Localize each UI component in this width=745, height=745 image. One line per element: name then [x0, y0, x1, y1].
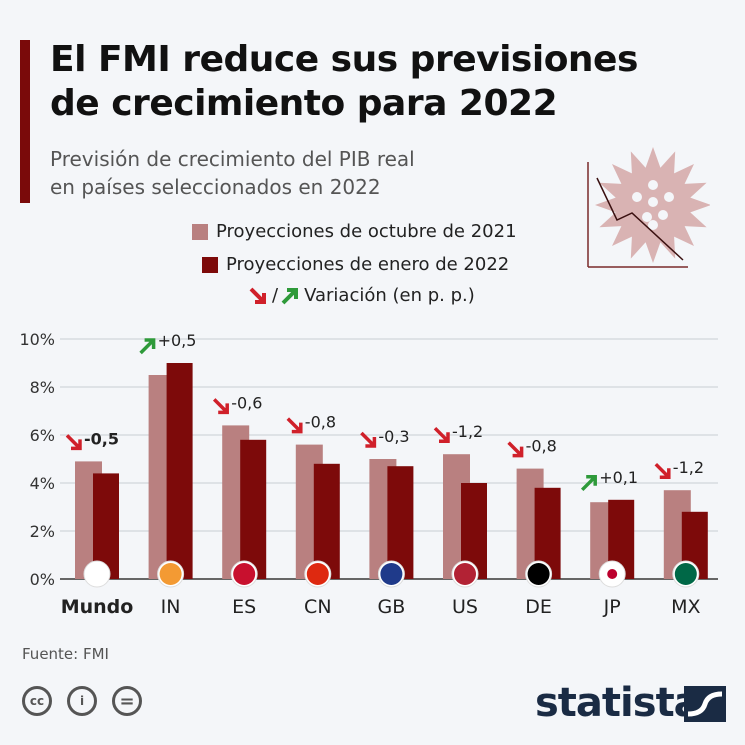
y-tick-label: 2% — [30, 522, 55, 541]
legend-label: Proyecciones de octubre de 2021 — [216, 221, 517, 242]
arrow-down-icon — [249, 287, 266, 304]
y-tick-label: 0% — [30, 570, 55, 589]
title-accent-bar — [20, 40, 30, 203]
arrow-down-icon — [654, 462, 671, 479]
subtitle-line: Previsión de crecimiento del PIB real — [50, 147, 415, 171]
variation-label: -0,3 — [378, 427, 409, 446]
flag-fill — [306, 563, 329, 585]
x-tick-label: US — [452, 596, 478, 618]
no-derivatives-icon[interactable]: = — [112, 686, 142, 716]
bar-jan — [240, 439, 267, 579]
subtitle-line: en países seleccionados en 2022 — [50, 175, 381, 199]
virus-decline-illustration — [587, 147, 710, 268]
statista-logo[interactable]: statista — [535, 680, 701, 726]
attribution-icon[interactable]: i — [67, 686, 97, 716]
arrow-down-icon — [212, 398, 229, 415]
x-tick-label: ES — [232, 596, 256, 618]
variation-label: -0,8 — [305, 413, 336, 432]
arrow-down-icon — [360, 431, 377, 448]
title-line: El FMI reduce sus previsiones — [50, 39, 638, 80]
flag-fill — [233, 563, 256, 585]
legend-label: Proyecciones de enero de 2022 — [226, 254, 510, 275]
legend-swatch-oct — [192, 223, 208, 240]
x-tick-label: Mundo — [61, 596, 134, 618]
arrow-down-icon — [433, 426, 450, 443]
flag-dot — [607, 569, 618, 579]
x-tick-label: CN — [304, 596, 331, 618]
flag-fill — [380, 563, 403, 585]
x-tick-label: JP — [603, 596, 621, 618]
variation-label: -1,2 — [452, 422, 483, 441]
subtitle: Previsión de crecimiento del PIB real en… — [50, 145, 415, 201]
x-tick-label: MX — [671, 596, 700, 618]
variation-label: +0,5 — [158, 331, 197, 350]
arrow-down-icon — [65, 434, 82, 451]
arrow-up-icon — [580, 475, 597, 492]
variation-label: +0,1 — [599, 468, 638, 487]
legend-swatch-jan — [202, 256, 218, 273]
legend-label: Variación (en p. p.) — [304, 285, 475, 306]
legend-oct: Proyecciones de octubre de 2021 — [192, 221, 517, 242]
title: El FMI reduce sus previsiones de crecimi… — [50, 38, 638, 126]
variation-label: -0,8 — [526, 437, 557, 456]
x-tick-label: IN — [161, 596, 181, 618]
y-tick-label: 8% — [30, 378, 55, 397]
y-tick-label: 4% — [30, 474, 55, 493]
flag-fill — [674, 563, 697, 585]
arrow-down-icon — [507, 441, 524, 458]
x-tick-label: DE — [525, 596, 552, 618]
bar-chart: 0% 2% 4% 6% 8% 10% Mundo -0,5 IN +0,5 ES -0,6 CN -0,8… — [19, 330, 718, 618]
bar-jan — [313, 463, 340, 579]
arrow-up-icon — [281, 287, 299, 304]
variation-label: -0,6 — [231, 393, 262, 412]
legend-jan: Proyecciones de enero de 2022 — [202, 254, 509, 275]
flag-fill — [86, 563, 108, 585]
statista-logo-mark — [684, 686, 726, 722]
arrow-down-icon — [286, 417, 303, 434]
flag-fill — [527, 563, 550, 585]
y-tick-label: 10% — [19, 330, 55, 349]
bar-jan — [166, 363, 193, 579]
title-line: de crecimiento para 2022 — [50, 83, 558, 124]
flag-fill — [454, 563, 476, 585]
legend-separator: / — [272, 285, 279, 306]
cc-license-icon[interactable]: cc — [22, 686, 52, 716]
variation-label: -1,2 — [673, 458, 704, 477]
legend-variation: / Variación (en p. p.) — [248, 285, 475, 306]
arrow-up-icon — [139, 338, 156, 355]
y-tick-label: 6% — [30, 426, 55, 445]
variation-label: -0,5 — [84, 429, 119, 448]
flag-fill — [159, 563, 182, 585]
source: Fuente: FMI — [22, 645, 109, 663]
x-tick-label: GB — [378, 596, 406, 618]
bar-jan — [387, 466, 414, 579]
